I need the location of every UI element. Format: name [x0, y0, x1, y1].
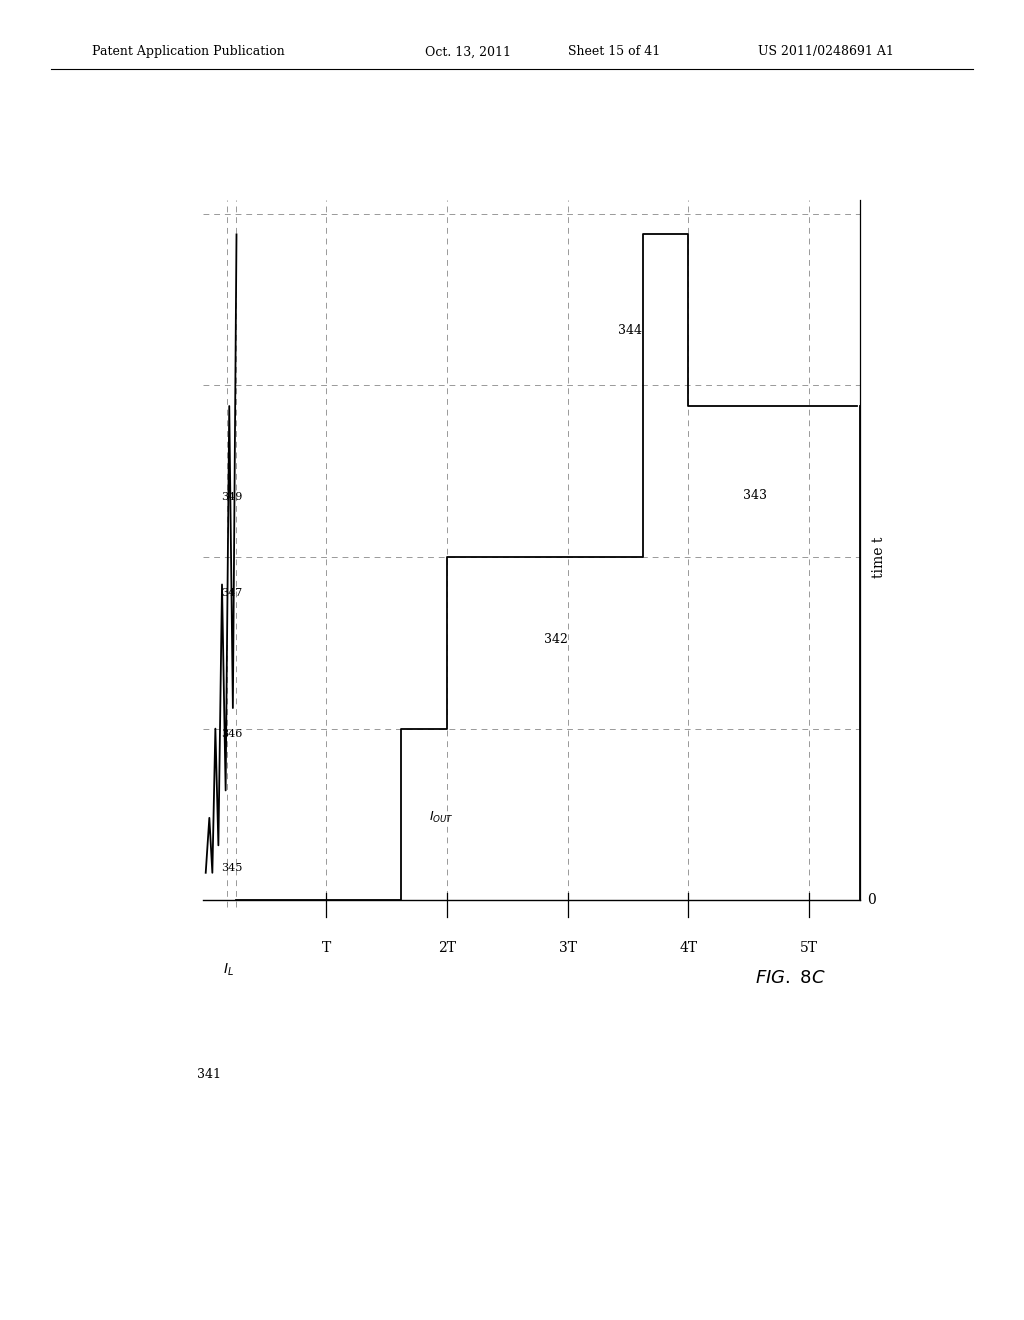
Text: 347: 347: [221, 589, 242, 598]
Text: 341: 341: [198, 1068, 221, 1081]
Text: 343: 343: [742, 488, 767, 502]
Text: 345: 345: [221, 863, 242, 873]
Text: time t: time t: [871, 536, 886, 578]
Text: $I_L$: $I_L$: [222, 962, 233, 978]
Text: 346: 346: [221, 729, 242, 739]
Text: 3T: 3T: [559, 941, 577, 956]
Text: $\it{FIG.\ 8C}$: $\it{FIG.\ 8C}$: [755, 969, 825, 987]
Text: 5T: 5T: [800, 941, 818, 956]
Text: 342: 342: [544, 632, 567, 645]
Text: 0: 0: [867, 894, 876, 907]
Text: 344: 344: [618, 323, 642, 337]
Text: 4T: 4T: [679, 941, 697, 956]
Text: $I_{OUT}$: $I_{OUT}$: [429, 810, 454, 825]
Text: Oct. 13, 2011: Oct. 13, 2011: [425, 45, 511, 58]
Text: US 2011/0248691 A1: US 2011/0248691 A1: [758, 45, 894, 58]
Text: 2T: 2T: [438, 941, 456, 956]
Text: Patent Application Publication: Patent Application Publication: [92, 45, 285, 58]
Text: T: T: [322, 941, 331, 956]
Text: Sheet 15 of 41: Sheet 15 of 41: [568, 45, 660, 58]
Text: 349: 349: [221, 492, 242, 502]
